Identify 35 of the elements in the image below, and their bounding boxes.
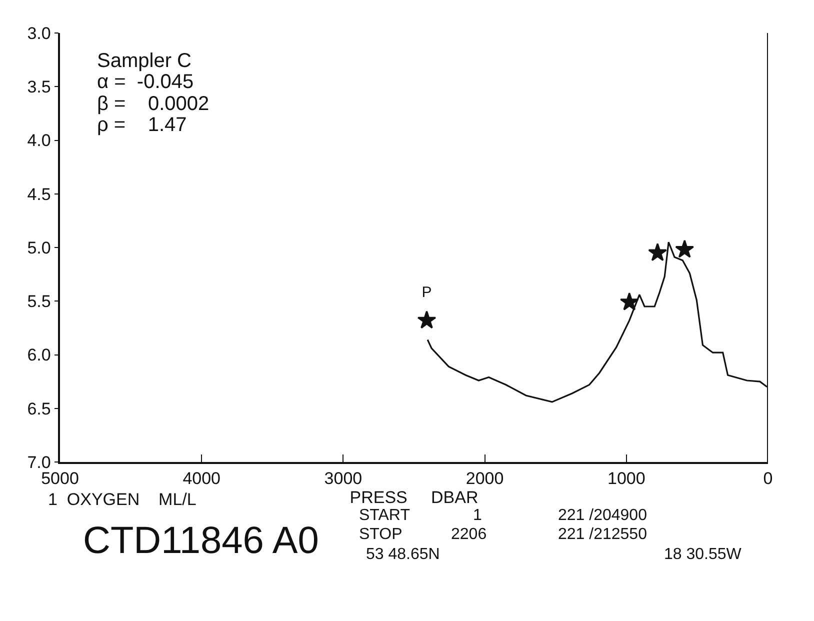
y-tick-label: 4.0 [27, 131, 51, 150]
point [417, 310, 436, 329]
x-tick-label: 4000 [182, 469, 221, 488]
annotation: P [422, 284, 432, 302]
x-tick-label: 3000 [324, 469, 362, 488]
x-axis-title: PRESS DBAR [350, 488, 478, 508]
x-tick-label: 1000 [607, 469, 646, 488]
text: CTD11846 A0 [83, 520, 319, 562]
x-tick-label: 2000 [466, 469, 504, 488]
text: START [359, 507, 410, 524]
point [620, 292, 639, 310]
y-tick-label: 7.0 [27, 452, 51, 472]
annotation: ρ = 1.47 [97, 114, 187, 136]
text: 221 /212550 [558, 526, 648, 543]
y-tick-label: 5.0 [27, 238, 51, 258]
y-tick-label: 6.5 [27, 399, 51, 418]
y-tick-label: 6.0 [27, 346, 51, 365]
x-tick-label: 0 [763, 469, 773, 488]
point [675, 240, 694, 258]
text: 2206 [451, 526, 487, 543]
annotation: Sampler C [97, 50, 192, 72]
y-tick-label: 5.5 [27, 292, 51, 312]
annotation: β = 0.0002 [97, 93, 210, 115]
y-tick-label: 3.0 [27, 24, 51, 43]
text: STOP [359, 526, 402, 543]
y-tick-label: 4.5 [27, 184, 51, 204]
annotation: α = -0.045 [97, 71, 194, 93]
text: 18 30.55W [664, 546, 742, 563]
text: 1 [473, 507, 482, 524]
point [648, 242, 667, 262]
y-tick-label: 3.5 [27, 78, 51, 97]
text: 221 /204900 [558, 507, 648, 524]
text: 1 OXYGEN ML/L [48, 490, 196, 509]
text: 53 48.65N [366, 546, 440, 563]
x-tick-label: 5000 [41, 469, 79, 488]
